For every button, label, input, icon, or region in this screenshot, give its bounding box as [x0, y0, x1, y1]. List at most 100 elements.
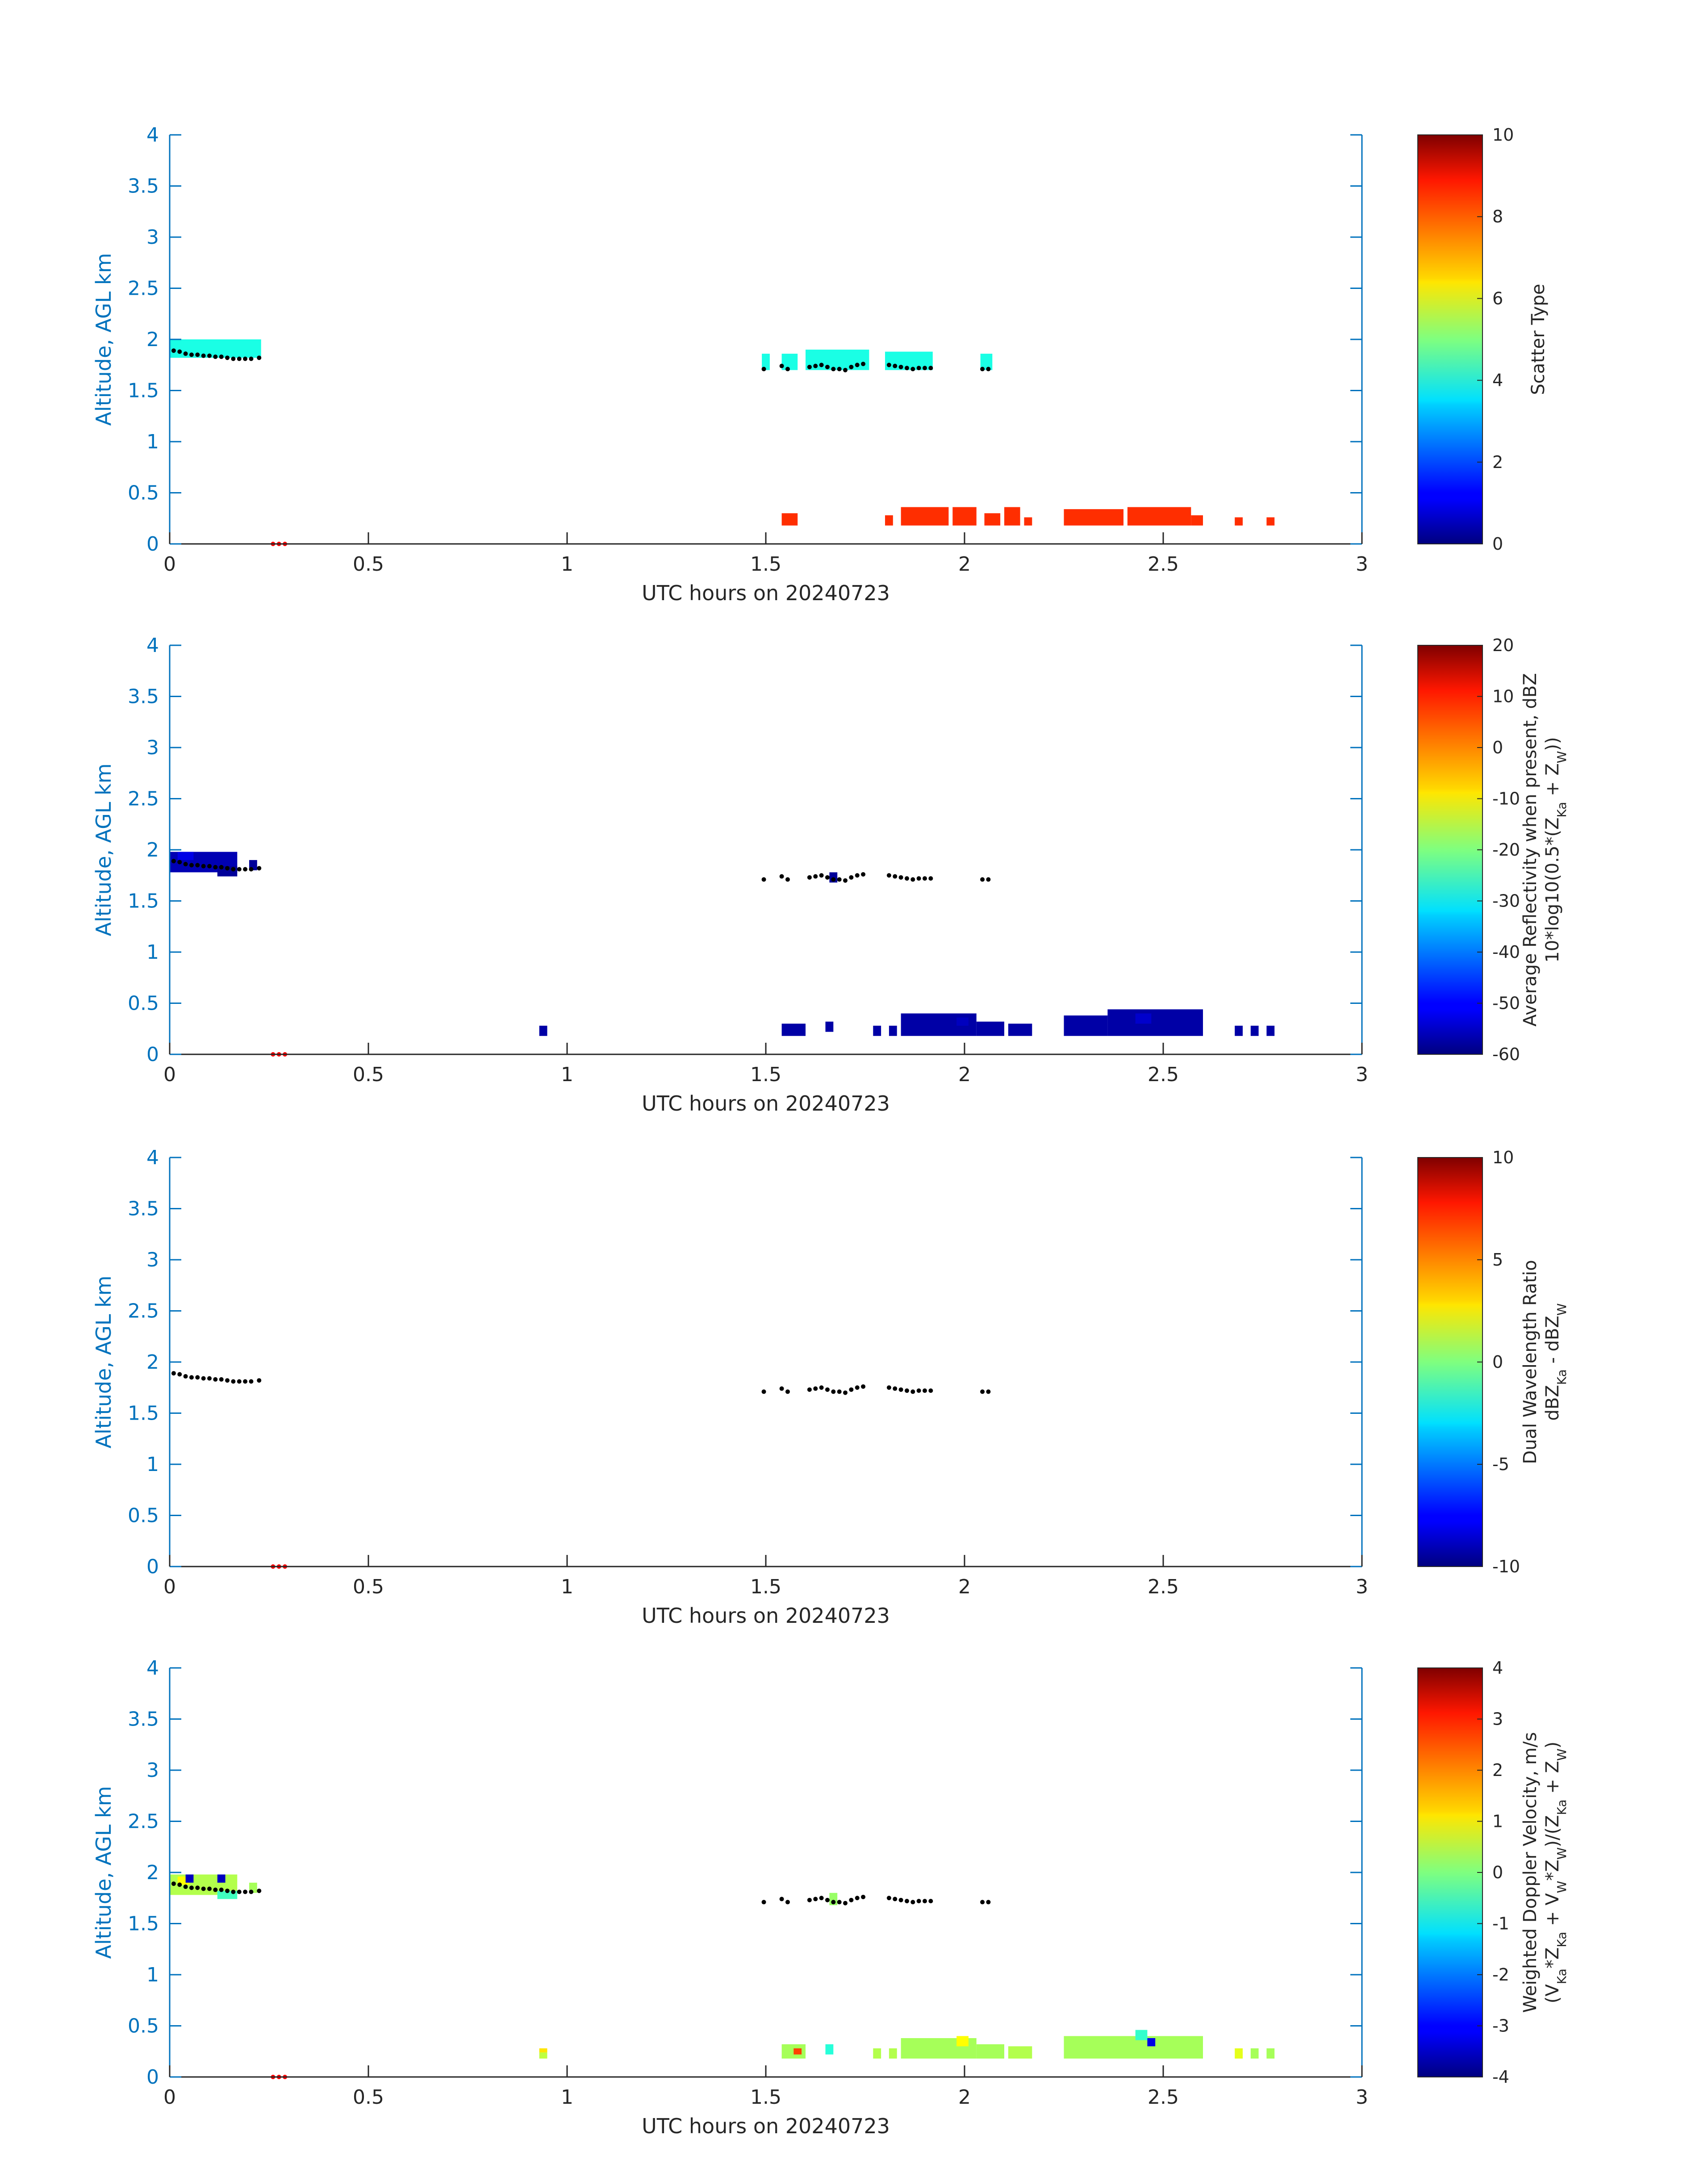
colorbar-tick-label: 20 — [1492, 635, 1514, 655]
cloud-base-point — [249, 356, 254, 361]
y-tick-label: 0.5 — [128, 482, 159, 505]
cloud-base-point — [831, 367, 836, 372]
cloud-base-point — [923, 1899, 927, 1904]
cloud-base-point — [183, 1374, 188, 1379]
cloud-base-point — [916, 366, 921, 371]
data-cell — [185, 1874, 194, 1883]
y-tick-label: 0 — [146, 1555, 159, 1578]
colorbar-tick-label: -50 — [1492, 994, 1520, 1013]
x-tick-label: 0.5 — [353, 553, 384, 576]
cloud-base-point — [813, 364, 818, 368]
colorbar-label-formula: 10*log10(0.5*(ZKa + ZW)) — [1542, 737, 1569, 962]
cloud-base-point — [243, 1379, 248, 1384]
y-tick-label: 2 — [146, 328, 159, 351]
y-tick-label: 2.5 — [128, 277, 159, 300]
cloud-base-point — [189, 1885, 194, 1890]
cloud-base-point — [861, 361, 866, 366]
y-tick-label: 4 — [146, 1146, 159, 1169]
x-tick-label: 0 — [163, 2086, 176, 2109]
colorbar-tick-label: 4 — [1492, 1658, 1503, 1678]
cloud-base-point — [195, 863, 200, 868]
x-tick-label: 0.5 — [353, 2086, 384, 2109]
cloud-base-point — [171, 348, 176, 353]
cloud-base-point — [807, 1387, 812, 1392]
y-tick-label: 2 — [146, 839, 159, 861]
panel-3: 0 0.5 1 1.5 2 2.5 3 3.5 4 0 0.5 1 1.5 2 2.5 3 UTC hours … — [92, 1146, 1569, 1628]
data-cell — [1250, 1025, 1259, 1036]
data-cell — [1235, 2048, 1243, 2059]
colorbar-label: Dual Wavelength Ratio — [1520, 1260, 1541, 1464]
colorbar-tick-label: -30 — [1492, 891, 1520, 911]
data-cell — [1147, 2038, 1156, 2047]
cloud-base-point — [843, 878, 848, 883]
colorbar-tick-label: 3 — [1492, 1709, 1503, 1729]
colorbar-tick-label: 10 — [1492, 1148, 1514, 1167]
data-cell — [889, 2048, 897, 2059]
x-tick-label: 0.5 — [353, 1063, 384, 1086]
y-tick-label: 1.5 — [128, 890, 159, 913]
x-tick-label: 0 — [163, 1063, 176, 1086]
x-tick-label: 0.5 — [353, 1575, 384, 1598]
data-cell — [873, 1025, 881, 1036]
data-cell — [781, 354, 798, 370]
cloud-base-point — [225, 1889, 230, 1893]
cloud-base-point — [195, 1885, 200, 1890]
cloud-base-point — [171, 859, 176, 864]
y-axis-label: Altitude, AGL km — [92, 1275, 116, 1448]
cloud-base-point — [904, 876, 909, 881]
cloud-base-point — [849, 1897, 854, 1902]
cloud-base-point — [243, 356, 248, 361]
data-cell — [825, 2044, 834, 2055]
cloud-base-point — [183, 1885, 188, 1889]
cloud-base-point — [825, 1897, 830, 1902]
data-cell — [956, 2036, 969, 2047]
cloud-base-point — [171, 1881, 176, 1886]
cloud-base-point — [785, 367, 790, 372]
y-tick-label: 4 — [146, 124, 159, 146]
cloud-base-point — [201, 353, 206, 358]
y-tick-label: 2 — [146, 1861, 159, 1884]
colorbar-tick-label: 10 — [1492, 125, 1514, 145]
cloud-base-point — [923, 366, 927, 371]
data-cell — [1064, 2036, 1203, 2059]
cloud-base-point — [980, 367, 985, 372]
cloud-base-point — [257, 866, 262, 871]
y-tick-label: 2.5 — [128, 1810, 159, 1833]
data-cell — [825, 1021, 834, 1032]
cloud-base-point — [207, 1376, 212, 1381]
cloud-base-point — [779, 874, 784, 879]
cloud-base-point — [819, 363, 824, 368]
cloud-base-point — [886, 363, 891, 368]
cloud-base-point — [831, 877, 836, 882]
colorbar-label: Scatter Type — [1528, 284, 1549, 395]
cloud-base-point — [213, 865, 218, 869]
data-cell — [1266, 1025, 1275, 1036]
y-tick-label: 3 — [146, 1249, 159, 1271]
colorbar-tick-label: -1 — [1492, 1914, 1509, 1934]
data-cell — [1135, 2030, 1148, 2040]
colorbar-label-formula: dBZKa - dBZW — [1542, 1303, 1569, 1421]
cloud-base-point — [904, 1388, 909, 1393]
cloud-base-point — [819, 1896, 824, 1901]
cloud-base-point — [243, 867, 248, 872]
colorbar-tick-label: 0 — [1492, 738, 1503, 757]
data-cell — [177, 852, 194, 860]
cloud-base-point — [855, 1896, 860, 1901]
cloud-base-point — [831, 1900, 836, 1905]
data-cell — [1107, 1009, 1203, 1036]
y-tick-label: 3.5 — [128, 685, 159, 708]
cloud-base-point — [189, 863, 194, 868]
y-tick-label: 2.5 — [128, 1300, 159, 1323]
colorbar-tick-label: -40 — [1492, 942, 1520, 962]
cloud-base-point — [923, 1388, 927, 1393]
cloud-base-point — [849, 875, 854, 880]
y-tick-label: 0.5 — [128, 2015, 159, 2038]
cloud-base-point — [237, 867, 242, 872]
x-tick-label: 1 — [561, 1575, 573, 1598]
colorbar-label: Average Reflectivity when present, dBZ — [1520, 673, 1541, 1026]
cloud-base-point — [916, 1899, 921, 1904]
data-cell — [539, 2048, 547, 2053]
cloud-base-point — [893, 1386, 898, 1391]
panel-1: 0 0.5 1 1.5 2 2.5 3 3.5 4 0 0.5 1 1.5 2 2.5 3 UTC hours … — [92, 124, 1549, 605]
